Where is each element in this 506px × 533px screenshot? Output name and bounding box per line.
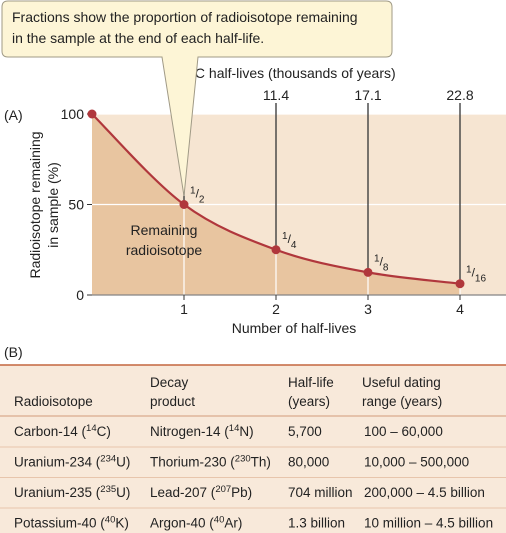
table-cell: Argon-40 (40Ar) bbox=[150, 514, 242, 531]
text-part: Thorium-230 ( bbox=[150, 455, 235, 470]
text-part: N) bbox=[239, 424, 253, 439]
table-cell: 10,000 – 500,000 bbox=[364, 455, 469, 470]
table-cell: 10 million – 4.5 billion bbox=[364, 516, 493, 531]
text-part: C) bbox=[97, 424, 111, 439]
x2-axis-title: 14C half-lives (thousands of years) bbox=[184, 65, 395, 82]
table-cell: Potassium-40 (40K) bbox=[14, 514, 129, 531]
value-label: 1/16 bbox=[466, 265, 486, 285]
x-tick-label: 3 bbox=[364, 301, 372, 317]
x-tick-label: 4 bbox=[456, 301, 464, 317]
x-tick-label: 2 bbox=[272, 301, 280, 317]
y-tick-label: 50 bbox=[68, 197, 84, 213]
point bbox=[271, 245, 281, 255]
text-part: Ar) bbox=[224, 516, 242, 531]
value-label: 1/8 bbox=[374, 253, 389, 273]
superscript: 14 bbox=[86, 423, 97, 434]
table-cell: Uranium-235 (235U) bbox=[14, 484, 130, 501]
superscript: 40 bbox=[105, 514, 116, 525]
x2-tick-label: 17.1 bbox=[354, 87, 381, 103]
table-header: range (years) bbox=[362, 394, 442, 409]
value-label: 1/4 bbox=[282, 231, 297, 251]
table-header: Radioisotope bbox=[14, 394, 93, 409]
table-cell: 80,000 bbox=[288, 455, 329, 470]
y-axis-title: Radioisotope remaining bbox=[27, 131, 43, 278]
y-tick-label: 0 bbox=[76, 287, 84, 303]
point bbox=[363, 267, 373, 277]
x2-tick-label: 11.4 bbox=[263, 87, 289, 103]
area-label: Remaining bbox=[131, 222, 198, 238]
table-cell: 704 million bbox=[288, 485, 353, 500]
point bbox=[179, 200, 189, 209]
text-part: C half-lives (thousands of years) bbox=[195, 65, 396, 81]
text-part: Uranium-234 ( bbox=[14, 455, 101, 470]
table-cell: Carbon-14 (14C) bbox=[14, 423, 111, 440]
table-cell: Thorium-230 (230Th) bbox=[150, 453, 271, 470]
superscript: 230 bbox=[235, 453, 251, 464]
text-part: Carbon-14 ( bbox=[14, 424, 87, 439]
callout-box bbox=[1, 0, 393, 197]
x-tick-label: 1 bbox=[180, 301, 188, 317]
callout-text: Fractions show the proportion of radiois… bbox=[12, 9, 358, 25]
table-cell: 1.3 billion bbox=[288, 516, 345, 531]
text-part: K) bbox=[115, 516, 129, 531]
table-cell: 100 – 60,000 bbox=[364, 424, 443, 439]
y-tick-label: 100 bbox=[61, 106, 85, 122]
value-label: 1/2 bbox=[190, 186, 205, 206]
text-part: Th) bbox=[251, 455, 271, 470]
line bbox=[91, 113, 461, 285]
text-part: Lead-207 ( bbox=[150, 485, 216, 500]
superscript: 40 bbox=[214, 514, 225, 525]
table-cell: Uranium-234 (234U) bbox=[14, 453, 130, 470]
table-background bbox=[0, 365, 506, 533]
text-part: U) bbox=[116, 455, 130, 470]
text-part: U) bbox=[116, 485, 130, 500]
table-header: Useful dating bbox=[362, 375, 441, 390]
panel-label: (A) bbox=[4, 107, 23, 123]
table-header: product bbox=[150, 394, 195, 409]
point bbox=[87, 109, 97, 119]
text-part: Argon-40 ( bbox=[150, 516, 214, 531]
superscript: 234 bbox=[100, 453, 116, 464]
superscript: 207 bbox=[215, 484, 231, 495]
superscript: 235 bbox=[100, 484, 116, 495]
table-cell: Nitrogen-14 (14N) bbox=[150, 423, 254, 440]
callout-text: in the sample at the end of each half-li… bbox=[12, 30, 264, 46]
table-cell: 5,700 bbox=[288, 424, 322, 439]
x2-tick-label: 22.8 bbox=[446, 87, 473, 103]
panel-label: (B) bbox=[4, 344, 23, 360]
table-cell: 200,000 – 4.5 billion bbox=[364, 485, 485, 500]
table-header: (years) bbox=[288, 394, 330, 409]
y-axis-title: in sample (%) bbox=[45, 162, 61, 248]
x-axis-title: Number of half-lives bbox=[232, 320, 357, 336]
text-part: Pb) bbox=[231, 485, 252, 500]
table-cell: Lead-207 (207Pb) bbox=[150, 484, 252, 501]
area-label: radioisotope bbox=[126, 242, 202, 258]
text-part: Uranium-235 ( bbox=[14, 485, 101, 500]
point bbox=[455, 279, 465, 289]
superscript: 14 bbox=[229, 423, 240, 434]
table-header: Decay bbox=[150, 375, 189, 390]
text-part: Nitrogen-14 ( bbox=[150, 424, 229, 439]
table-header: Half-life bbox=[288, 375, 334, 390]
text-part: Potassium-40 ( bbox=[14, 516, 105, 531]
